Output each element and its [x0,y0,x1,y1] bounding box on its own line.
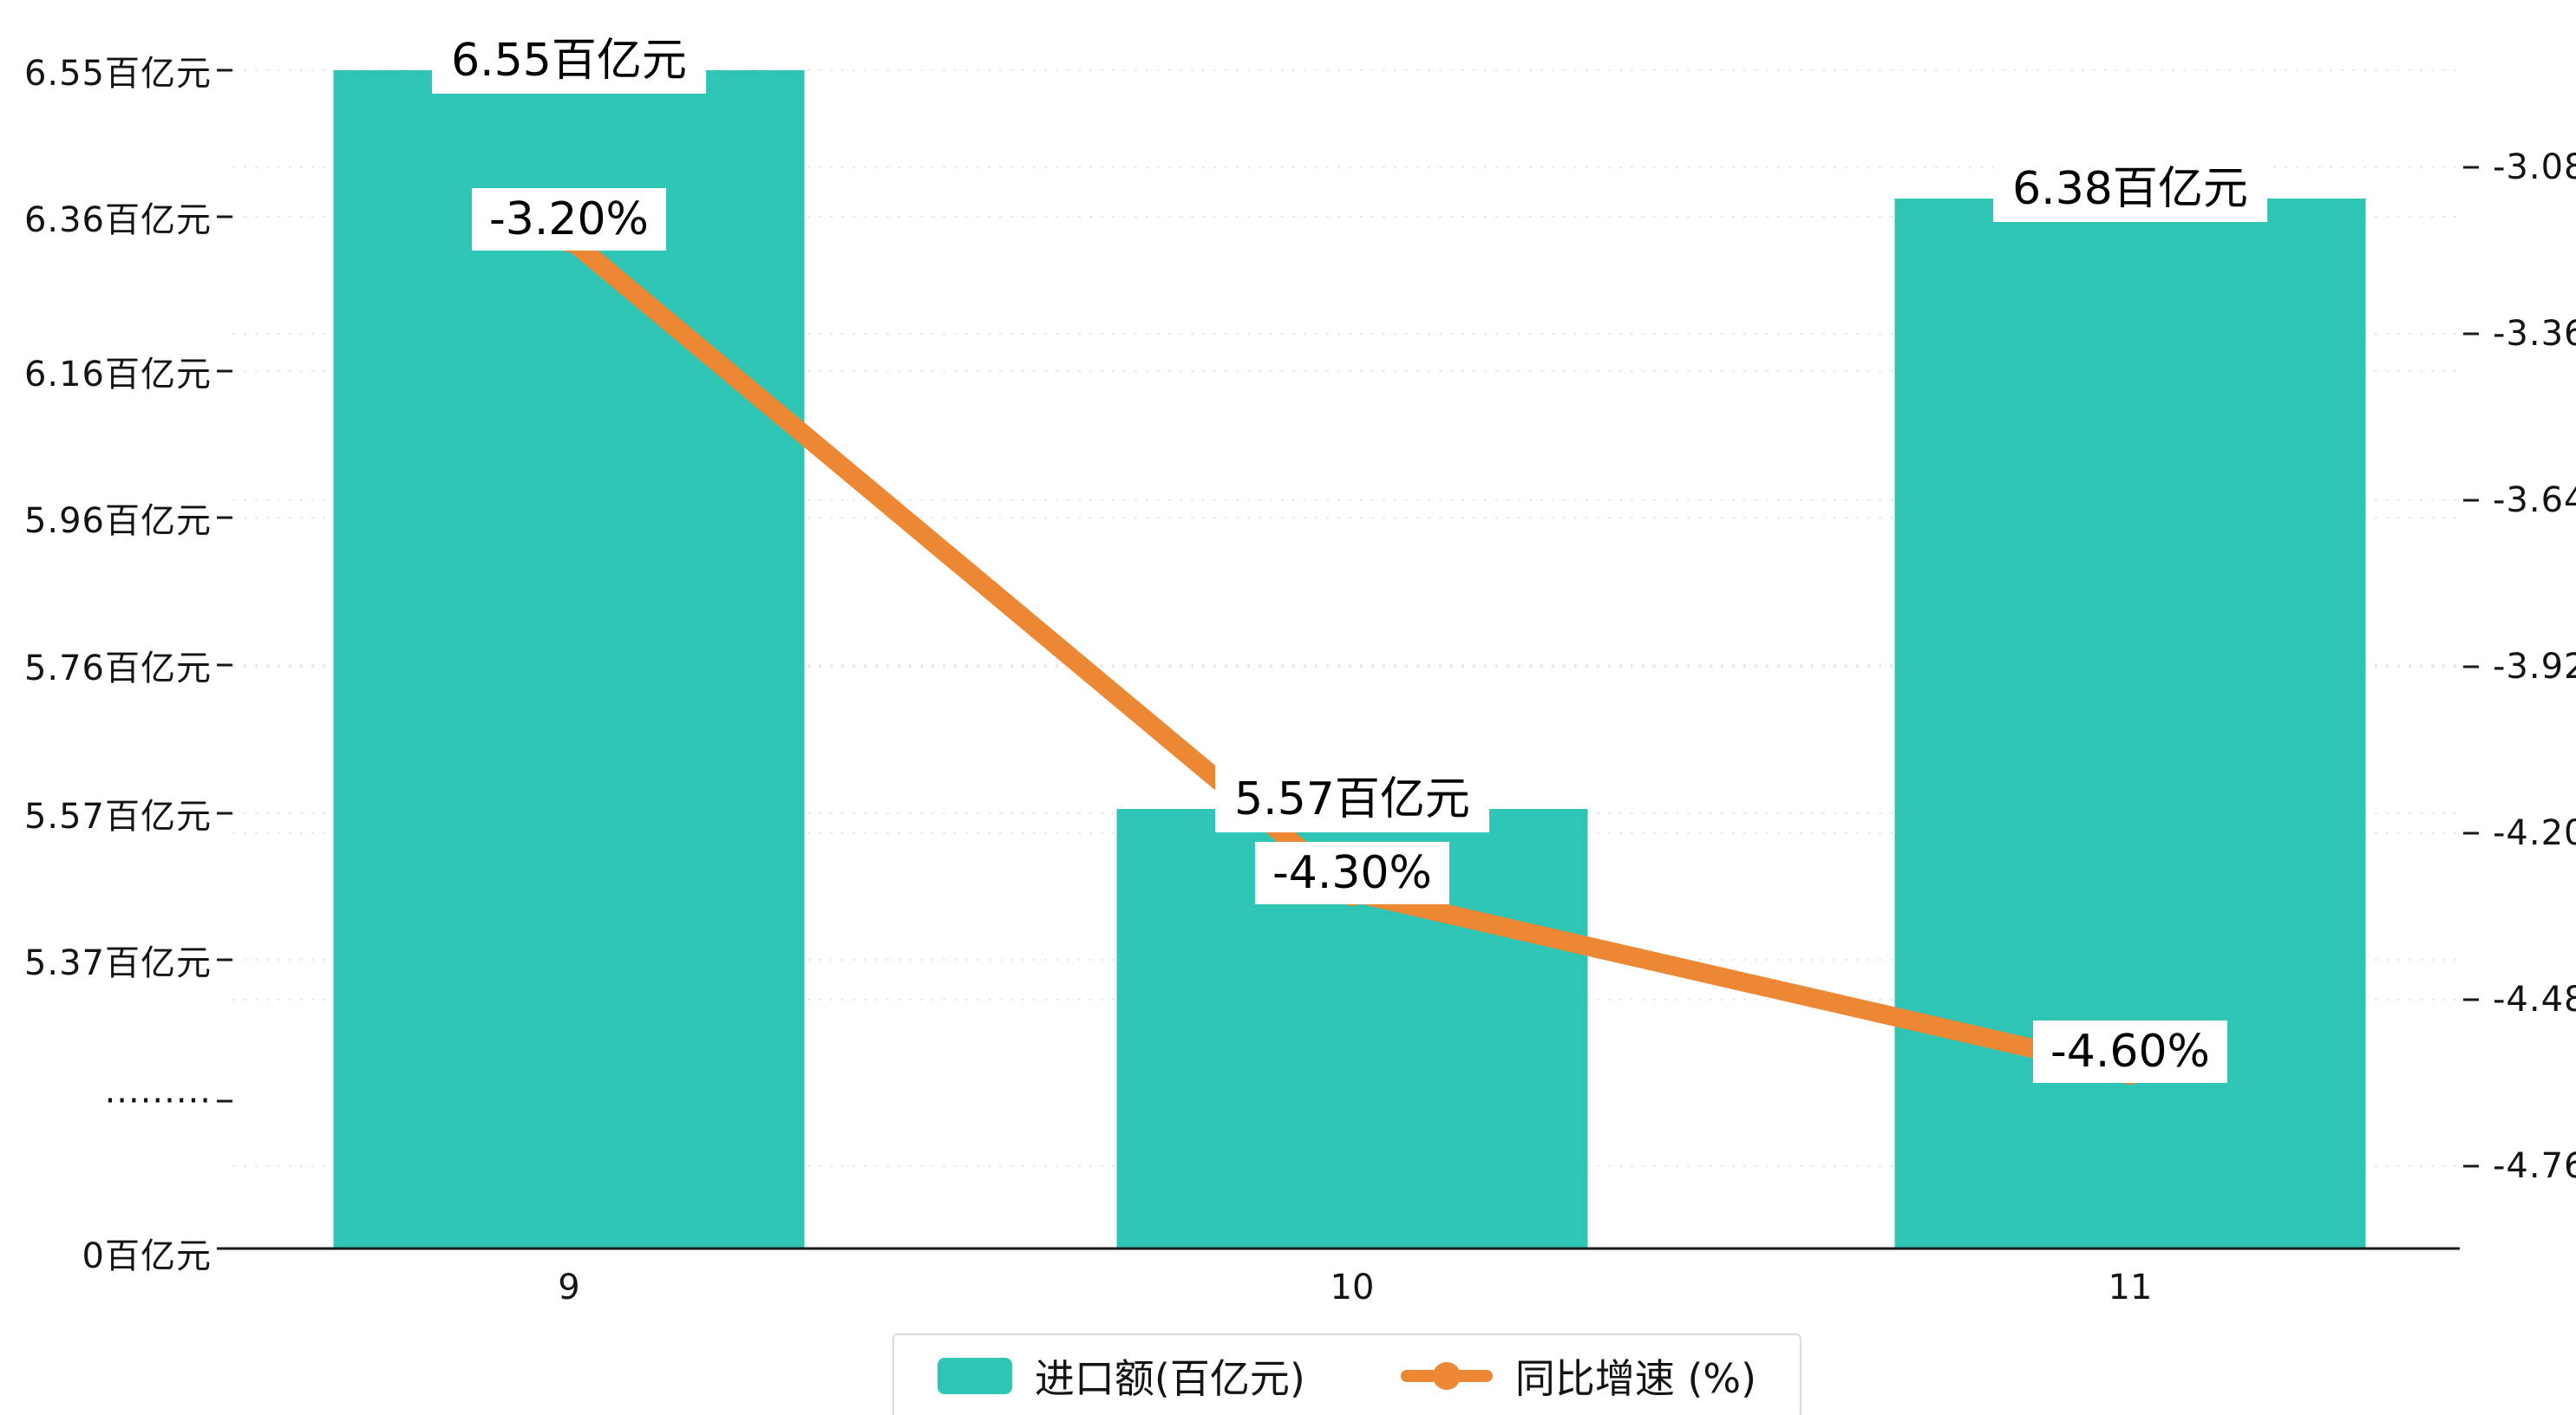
x-axis-tick: 9 [558,1268,580,1307]
left-axis-break-tick: ········· [104,1081,212,1121]
left-axis-tick: 5.57百亿元 [23,797,212,837]
legend-line-swatch-dot [1432,1362,1461,1390]
left-axis-tick: 5.76百亿元 [23,649,212,688]
bar-value-label: 6.55百亿元 [432,18,706,94]
bar-month-11 [1894,199,2366,1249]
right-axis-tick: -3.92 [2493,647,2576,687]
x-axis-tick: 11 [2108,1268,2153,1307]
right-axis-tick: -4.76 [2493,1146,2576,1186]
left-axis-tick: 6.16百亿元 [23,355,212,395]
legend-line-label: 同比增速 (%) [1514,1355,1757,1402]
x-axis-tick: 10 [1330,1268,1375,1307]
right-axis-tick: -3.64 [2493,480,2576,520]
legend-line-swatch [1400,1358,1493,1394]
right-axis-tick: -4.20 [2493,813,2576,853]
legend-bar-label: 进口额(百亿元) [1034,1355,1305,1402]
legend-bar-swatch [937,1358,1012,1394]
left-axis-tick: 6.55百亿元 [23,54,212,94]
line-value-label: -4.60% [2033,1020,2227,1083]
line-value-label: -4.30% [1255,842,1449,904]
bar-value-label: 5.57百亿元 [1215,757,1489,832]
bar-month-9 [333,70,805,1249]
right-axis-tick: -4.48 [2493,980,2576,1020]
bar-value-label: 6.38百亿元 [1993,147,2267,222]
left-axis-tick: 5.37百亿元 [23,943,212,983]
left-axis-tick: 6.36百亿元 [23,200,212,240]
right-axis-tick: -3.08 [2493,147,2576,187]
legend-item-growth: 同比增速 (%) [1400,1347,1757,1405]
left-axis-tick: 5.96百亿元 [23,501,212,541]
line-value-label: -3.20% [472,188,666,251]
left-axis-tick: 0百亿元 [82,1236,212,1276]
chart-legend: 进口额(百亿元) 同比增速 (%) [892,1333,1802,1415]
legend-item-imports: 进口额(百亿元) [937,1347,1305,1405]
right-axis-tick: -3.36 [2493,314,2576,354]
